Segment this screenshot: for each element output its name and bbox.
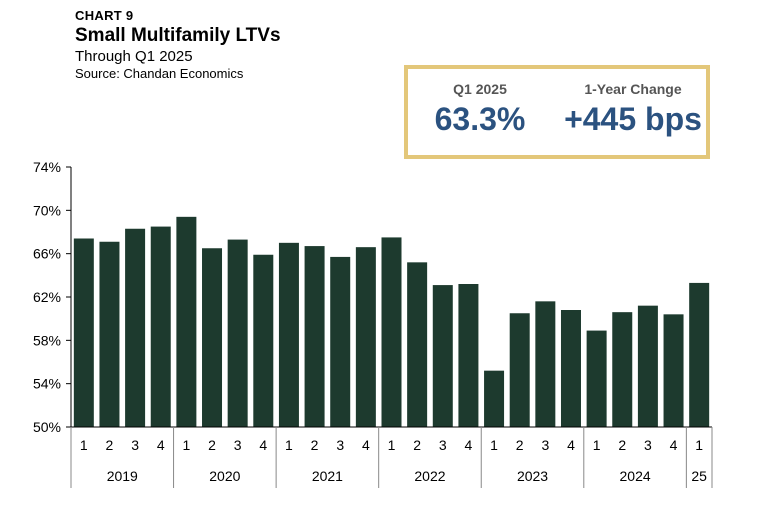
bar: [99, 241, 120, 427]
x-quarter-label: 2: [516, 437, 524, 453]
x-year-label: 2024: [620, 468, 651, 484]
bar: [278, 242, 299, 427]
kpi-current-value: 63.3%: [434, 101, 526, 137]
y-tick-label: 70%: [33, 202, 61, 218]
bar: [304, 246, 325, 427]
y-tick-label: 62%: [33, 289, 61, 305]
bar: [560, 310, 581, 427]
x-quarter-label: 1: [80, 437, 88, 453]
x-quarter-label: 3: [439, 437, 447, 453]
bar: [637, 305, 658, 427]
bar: [125, 228, 146, 427]
kpi-change-label: 1-Year Change: [584, 81, 682, 97]
x-quarter-label: 2: [413, 437, 421, 453]
x-quarter-label: 3: [234, 437, 242, 453]
bar: [458, 284, 479, 427]
x-year-label: 2021: [312, 468, 343, 484]
bar: [73, 238, 94, 427]
bar: [612, 312, 633, 427]
chart-subtitle: Through Q1 2025: [75, 48, 193, 65]
x-quarter-label: 4: [670, 437, 678, 453]
bar: [381, 237, 402, 427]
y-tick-label: 58%: [33, 332, 61, 348]
x-quarter-label: 1: [695, 437, 703, 453]
kpi-current-label: Q1 2025: [453, 81, 507, 97]
x-quarter-label: 1: [593, 437, 601, 453]
bar: [689, 282, 710, 427]
y-tick-label: 54%: [33, 376, 61, 392]
bar: [586, 330, 607, 427]
y-tick-label: 50%: [33, 419, 61, 435]
x-quarter-label: 4: [362, 437, 370, 453]
x-quarter-label: 4: [567, 437, 575, 453]
chart-header: CHART 9 Small Multifamily LTVs Through Q…: [75, 8, 281, 81]
chart-source: Source: Chandan Economics: [75, 66, 244, 81]
x-quarter-label: 2: [106, 437, 114, 453]
chart-title: Small Multifamily LTVs: [75, 25, 281, 46]
x-quarter-label: 1: [285, 437, 293, 453]
y-tick-label: 74%: [33, 159, 61, 175]
bar: [432, 285, 453, 427]
x-year-label: 2022: [414, 468, 445, 484]
bar: [330, 256, 351, 427]
x-year-label: 2023: [517, 468, 548, 484]
kpi-box: Q1 2025 63.3% 1-Year Change +445 bps: [404, 65, 710, 159]
x-year-label: 2019: [107, 468, 138, 484]
bar: [253, 254, 274, 427]
x-quarter-label: 1: [388, 437, 396, 453]
x-quarter-label: 3: [336, 437, 344, 453]
x-quarter-label: 4: [157, 437, 165, 453]
bar: [227, 239, 248, 427]
bar: [150, 226, 171, 427]
x-quarter-label: 4: [465, 437, 473, 453]
x-quarter-label: 4: [259, 437, 267, 453]
x-quarter-label: 1: [182, 437, 190, 453]
x-quarter-label: 3: [644, 437, 652, 453]
bar: [509, 313, 530, 427]
chart-number: CHART 9: [75, 8, 134, 23]
x-quarter-label: 2: [618, 437, 626, 453]
kpi-change: 1-Year Change +445 bps: [558, 81, 708, 138]
x-quarter-label: 2: [208, 437, 216, 453]
x-quarter-label: 1: [490, 437, 498, 453]
bar: [535, 301, 556, 427]
x-quarter-label: 3: [131, 437, 139, 453]
kpi-current: Q1 2025 63.3%: [420, 81, 540, 138]
bar: [176, 216, 197, 427]
bar: [663, 314, 684, 427]
x-year-label: 2020: [209, 468, 240, 484]
y-tick-label: 66%: [33, 246, 61, 262]
x-quarter-label: 2: [311, 437, 319, 453]
x-year-label: 25: [691, 468, 707, 484]
kpi-change-value: +445 bps: [564, 101, 702, 137]
bar: [484, 370, 505, 427]
bar: [202, 248, 223, 427]
bar: [355, 247, 376, 427]
bar: [407, 262, 428, 427]
x-quarter-label: 3: [541, 437, 549, 453]
